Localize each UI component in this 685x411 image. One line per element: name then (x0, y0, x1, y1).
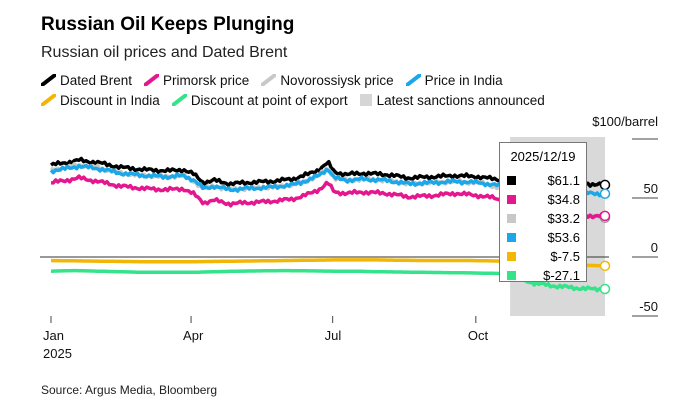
tooltip-value: $-7.5 (550, 248, 580, 264)
y-tick-label: -50 (639, 299, 658, 314)
legend-item-discount-export: Discount at point of export (171, 92, 348, 108)
tooltip-value: $61.1 (547, 172, 580, 188)
series-end-marker (599, 283, 611, 295)
tooltip-swatch (507, 194, 516, 204)
legend-swatch (41, 94, 56, 106)
series-end-marker (599, 188, 611, 200)
tooltip-swatch (507, 270, 516, 280)
legend-item-discount-india: Discount in India (41, 93, 160, 108)
y-unit-label: $100/barrel (592, 114, 658, 129)
legend-label: Discount at point of export (190, 92, 348, 108)
tooltip-swatch (507, 175, 516, 185)
legend-label: Novorossiysk price (280, 72, 394, 88)
tooltip-value: $-27.1 (543, 267, 580, 283)
chart-title: Russian Oil Keeps Plunging (41, 14, 295, 35)
x-tick-label: Oct (468, 328, 489, 343)
legend-swatch (144, 74, 160, 86)
legend-swatch (359, 94, 372, 106)
series-end-marker (599, 210, 611, 222)
tooltip-row-novorossiysk: $33.2 (507, 209, 580, 227)
tooltip-row-discount-india: $-7.5 (507, 247, 580, 265)
series-end-marker (599, 179, 611, 191)
legend: Dated Brent Primorsk price Novorossiysk … (41, 70, 641, 110)
series-end-marker (599, 260, 611, 272)
legend-swatch (171, 94, 187, 106)
legend-label: Price in India (424, 72, 503, 88)
legend-swatch (261, 74, 277, 86)
tooltip-value: $33.2 (547, 210, 580, 226)
y-tick-label: 0 (651, 240, 658, 255)
tooltip-row-discount-export: $-27.1 (507, 266, 580, 284)
legend-item-dated-brent: Dated Brent (41, 73, 132, 88)
legend-label: Discount in India (60, 92, 160, 108)
legend-item-primorsk: Primorsk price (144, 73, 249, 88)
legend-row-1: Dated Brent Primorsk price Novorossiysk … (41, 70, 641, 90)
tooltip-value: $53.6 (547, 229, 580, 245)
legend-item-price-in-india: Price in India (405, 72, 503, 88)
x-tick-sublabel: 2025 (43, 346, 72, 361)
x-tick-label: Apr (183, 328, 204, 343)
tooltip-value: $34.8 (547, 191, 580, 207)
legend-swatch (41, 74, 56, 86)
x-tick-label: Jan (43, 328, 64, 343)
legend-label: Primorsk price (163, 72, 250, 88)
y-tick-label: 50 (644, 181, 658, 196)
tooltip-row-primorsk: $34.8 (507, 190, 580, 208)
tooltip-swatch (507, 232, 516, 242)
x-tick-label: Jul (325, 328, 342, 343)
tooltip-row-price-in-india: $53.6 (507, 228, 580, 246)
tooltip-swatch (507, 251, 516, 261)
source-note: Source: Argus Media, Bloomberg (41, 383, 218, 397)
tooltip-row-dated-brent: $61.1 (507, 171, 580, 189)
chart-subtitle: Russian oil prices and Dated Brent (41, 44, 288, 61)
tooltip-swatch (507, 213, 516, 223)
legend-item-sanctions: Latest sanctions announced (359, 92, 545, 108)
legend-label: Dated Brent (60, 72, 133, 88)
tooltip-date: 2025/12/19 (510, 149, 576, 164)
legend-item-novorossiysk: Novorossiysk price (261, 72, 394, 88)
legend-row-2: Discount in India Discount at point of e… (41, 90, 641, 110)
chart-tooltip: 2025/12/19 $61.1 $34.8 $33.2 $53.6 $-7.5… (499, 142, 587, 284)
legend-label: Latest sanctions announced (376, 92, 545, 108)
legend-swatch (405, 74, 421, 86)
